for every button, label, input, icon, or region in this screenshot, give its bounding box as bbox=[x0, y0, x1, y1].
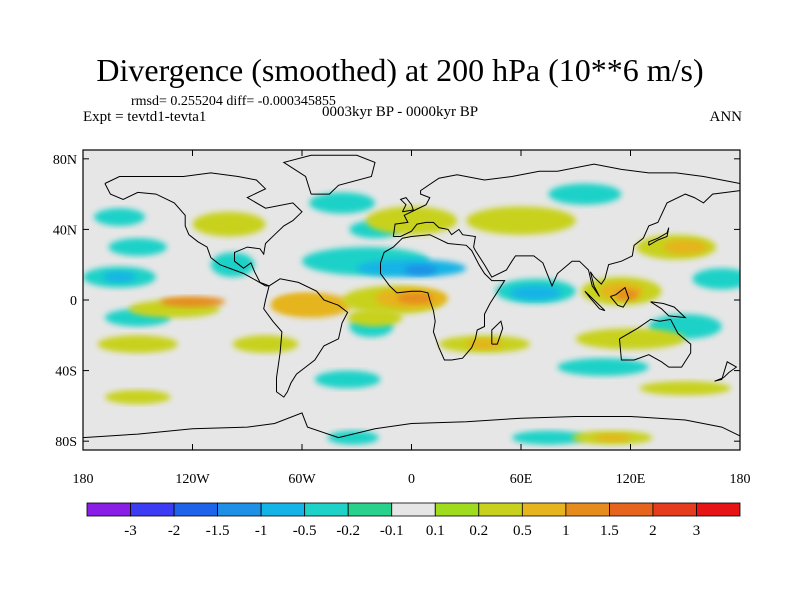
colorbar-label: -0.2 bbox=[336, 523, 360, 539]
colorbar-label: 2 bbox=[649, 523, 657, 539]
colorbar-label: 3 bbox=[693, 523, 701, 539]
contour-region bbox=[309, 192, 375, 214]
contour-region bbox=[93, 208, 146, 226]
contour-region bbox=[104, 390, 171, 405]
lon-tick-label: 120W bbox=[175, 472, 210, 487]
coastline-new-zealand bbox=[714, 361, 738, 382]
coastline-borneo bbox=[610, 286, 630, 308]
contour-region bbox=[594, 434, 631, 442]
lon-tick-label: 0 bbox=[408, 472, 415, 487]
colorbar-swatch bbox=[173, 502, 218, 517]
colorbar-swatch bbox=[652, 502, 697, 517]
lon-tick-label: 60W bbox=[288, 472, 316, 487]
contour-region bbox=[404, 264, 438, 276]
colorbar-swatch bbox=[217, 502, 262, 517]
contour-region bbox=[510, 285, 562, 300]
coastline-australia bbox=[619, 318, 692, 368]
colorbar-label: -0.5 bbox=[293, 523, 317, 539]
contour-region bbox=[548, 183, 622, 205]
coastline-uk bbox=[399, 197, 414, 213]
contour-region bbox=[511, 430, 585, 445]
coastlines bbox=[83, 154, 740, 439]
colorbar-swatch bbox=[391, 502, 436, 517]
axis-ticks: 80N 40N 0 40S 80S 180 120W 60W 0 60E 120E 180 bbox=[53, 150, 751, 487]
colorbar-label: -1 bbox=[255, 523, 268, 539]
colorbar-label: -3 bbox=[124, 523, 137, 539]
contour-region bbox=[663, 240, 708, 255]
colorbar-swatch bbox=[565, 502, 610, 517]
lat-tick-label: 0 bbox=[70, 294, 77, 309]
coastline-sumatra bbox=[584, 290, 606, 312]
colorbar-label: -1.5 bbox=[206, 523, 230, 539]
colorbar-label: 0.2 bbox=[469, 523, 488, 539]
colorbar-swatch bbox=[696, 502, 741, 517]
lon-tick-label: 120E bbox=[616, 472, 646, 487]
colorbar-label: 0.5 bbox=[513, 523, 532, 539]
period-label: 0003kyr BP - 0000kyr BP bbox=[322, 104, 479, 120]
season-label: ANN bbox=[709, 109, 743, 125]
contour-fields bbox=[83, 183, 740, 445]
lat-tick-label: 40S bbox=[55, 365, 77, 380]
lon-tick-label: 60E bbox=[510, 472, 533, 487]
contour-region bbox=[192, 211, 266, 237]
colorbar-label: 0.1 bbox=[426, 523, 445, 539]
contour-region bbox=[210, 252, 255, 278]
contour-region bbox=[232, 335, 299, 353]
contour-region bbox=[557, 358, 649, 376]
contour-region bbox=[365, 206, 458, 235]
coastline-north-america bbox=[104, 172, 303, 287]
contour-region bbox=[615, 289, 638, 300]
lon-tick-label: 180 bbox=[730, 472, 751, 487]
contour-region bbox=[692, 268, 740, 290]
colorbar-label: 1 bbox=[562, 523, 570, 539]
stats-line: rmsd= 0.255204 diff= -0.000345855 bbox=[131, 94, 336, 109]
contour-region bbox=[103, 271, 136, 283]
colorbar-swatch bbox=[521, 502, 567, 517]
lat-tick-label: 40N bbox=[53, 223, 77, 238]
contour-region bbox=[639, 381, 731, 396]
contour-region bbox=[347, 308, 403, 327]
coastline-eurasia bbox=[392, 163, 740, 297]
contour-region bbox=[327, 430, 379, 445]
contour-region bbox=[108, 238, 167, 256]
colorbar-swatch bbox=[86, 502, 131, 517]
coastline-greenland bbox=[282, 154, 376, 195]
colorbar-swatch bbox=[260, 502, 306, 517]
colorbar-swatch bbox=[434, 502, 480, 517]
coastline-japan bbox=[648, 227, 670, 246]
colorbar-swatch bbox=[130, 502, 175, 517]
colorbar-swatch bbox=[478, 502, 523, 517]
lat-tick-label: 80S bbox=[55, 435, 77, 450]
colorbar: -3 -2 -1.5 -1 -0.5 -0.2 -0.1 0.1 0.2 0.5 1 1.5 2 3 bbox=[86, 502, 741, 539]
contour-region bbox=[466, 206, 576, 235]
experiment-label: Expt = tevtd1-tevta1 bbox=[83, 109, 207, 125]
coastline-madagascar bbox=[491, 320, 504, 345]
colorbar-swatch bbox=[304, 502, 349, 517]
colorbar-swatch bbox=[347, 502, 393, 517]
colorbar-swatch bbox=[609, 502, 654, 517]
contour-region bbox=[159, 296, 226, 308]
contour-region bbox=[272, 294, 332, 313]
coastline-antarctica bbox=[83, 412, 740, 439]
colorbar-label: 1.5 bbox=[600, 523, 619, 539]
map-title: Divergence (smoothed) at 200 hPa (10**6 … bbox=[96, 52, 704, 88]
coastline-south-america bbox=[263, 278, 349, 398]
lon-tick-label: 180 bbox=[73, 472, 94, 487]
contour-region bbox=[396, 292, 434, 304]
contour-region bbox=[97, 335, 178, 353]
coastline-africa bbox=[380, 234, 506, 361]
contour-region bbox=[314, 370, 381, 389]
contour-region bbox=[575, 328, 686, 350]
colorbar-label: -0.1 bbox=[380, 523, 404, 539]
contour-region bbox=[466, 338, 503, 350]
coastline-new-guinea bbox=[650, 301, 687, 319]
colorbar-label: -2 bbox=[168, 523, 181, 539]
lat-tick-label: 80N bbox=[53, 153, 77, 168]
